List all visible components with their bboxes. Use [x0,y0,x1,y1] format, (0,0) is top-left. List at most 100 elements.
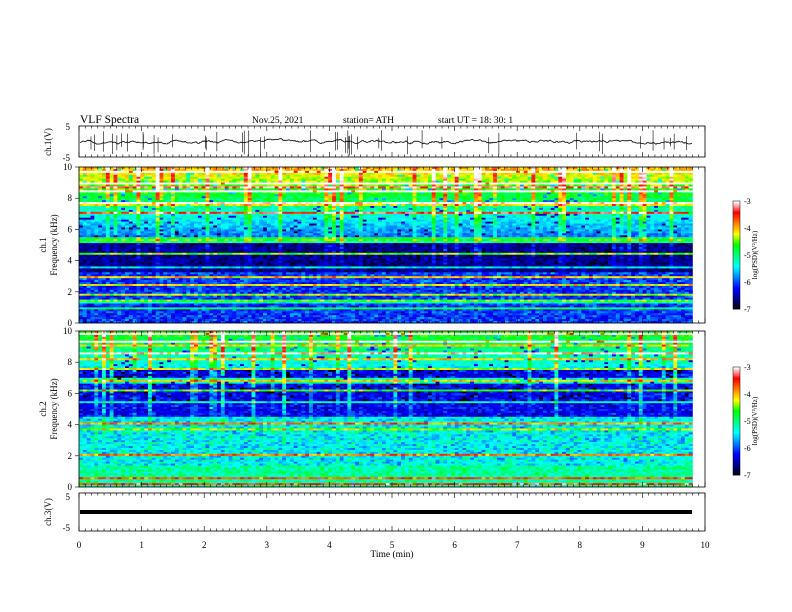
spectrogram-cell [600,210,604,212]
spectrogram-cell [508,169,512,171]
spectrogram-cell [662,169,666,171]
spectrogram-cell [317,188,321,190]
spectrogram-cell [87,220,91,222]
spectrogram-cell [374,212,378,214]
spectrogram-cell [524,194,528,196]
spectrogram-cell [160,190,164,192]
spectrogram-cell [474,224,478,226]
spectrogram-cell [462,202,466,204]
spectrogram-cell [202,173,206,175]
spectrogram-cell [543,175,547,177]
spectrogram-cell [198,214,202,216]
spectrogram-cell [443,210,447,212]
spectrogram-cell [551,208,555,210]
spectrogram-cell [298,190,302,192]
spectrogram-cell [106,179,110,181]
spectrogram-cell [551,212,555,214]
spectrogram-cell [666,218,670,220]
spectrogram-cell [443,208,447,210]
spectrogram-cell [282,187,286,189]
spectrogram-cell [160,177,164,179]
spectrogram-cell [106,171,110,173]
spectrogram-cell [370,196,374,198]
spectrogram-cell [493,187,497,189]
spectrogram-cell [213,198,217,200]
spectrogram-cell [137,222,141,224]
spectrogram-cell [470,210,474,212]
spectrogram-cell [378,185,382,187]
spectrogram-cell [466,206,470,208]
spectrogram-cell [424,179,428,181]
spectrogram-cell [328,202,332,204]
spectrogram-cell [669,204,673,206]
spectrogram-cell [355,183,359,185]
spectrogram-cell [363,188,367,190]
spectrogram-cell [221,190,225,192]
spectrogram-cell [240,177,244,179]
spectrogram-cell [685,183,689,185]
spectrogram-cell [321,212,325,214]
spectrogram-cell [309,212,313,214]
spectrogram-cell [574,183,578,185]
spectrogram-cell [313,185,317,187]
spectrogram-cell [263,196,267,198]
spectrogram-cell [91,204,95,206]
spectrogram-cell [244,218,248,220]
spectrogram-cell [401,200,405,202]
spectrogram-cell [589,202,593,204]
spectrogram-cell [278,218,282,220]
spectrogram-cell [612,216,616,218]
spectrogram-cell [298,179,302,181]
spectrogram-cell [439,192,443,194]
spectrogram-cell [140,218,144,220]
spectrogram-cell [428,222,432,224]
spectrogram-cell [102,198,106,200]
spectrogram-cell [524,208,528,210]
spectrogram-cell [478,177,482,179]
spectrogram-cell [183,169,187,171]
spectrogram-cell [137,210,141,212]
spectrogram-cell [106,198,110,200]
spectrogram-cell [232,210,236,212]
spectrogram-cell [344,226,348,228]
spectrogram-cell [428,173,432,175]
spectrogram-cell [658,190,662,192]
spectrogram-cell [478,190,482,192]
spectrogram-cell [298,208,302,210]
spectrogram-cell [91,171,95,173]
spectrogram-cell [524,185,528,187]
spectrogram-cell [160,173,164,175]
spectrogram-cell [654,202,658,204]
spectrogram-cell [589,187,593,189]
spectrogram-cell [340,173,344,175]
spectrogram-cell [424,210,428,212]
spectrogram-cell [562,212,566,214]
spectrogram-cell [485,214,489,216]
spectrogram-cell [508,226,512,228]
spectrogram-cell [436,194,440,196]
spectrogram-cell [508,187,512,189]
spectrogram-cell [347,216,351,218]
spectrogram-cell [474,177,478,179]
spectrogram-cell [623,216,627,218]
spectrogram-cell [428,194,432,196]
spectrogram-cell [627,192,631,194]
spectrogram-cell [558,204,562,206]
spectrogram-cell [83,224,87,226]
spectrogram-cell [539,181,543,183]
spectrogram-cell [673,196,677,198]
spectrogram-cell [650,206,654,208]
spectrogram-cell [524,218,528,220]
spectrogram-cell [428,226,432,228]
spectrogram-cell [328,208,332,210]
spectrogram-cell [547,218,551,220]
spectrogram-cell [612,226,616,228]
spectrogram-cell [669,171,673,173]
spectrogram-cell [209,206,213,208]
spectrogram-cell [213,187,217,189]
spectrogram-cell [608,175,612,177]
spectrogram-cell [359,198,363,200]
spectrogram-cell [409,181,413,183]
spectrogram-cell [290,220,294,222]
spectrogram-cell [252,171,256,173]
